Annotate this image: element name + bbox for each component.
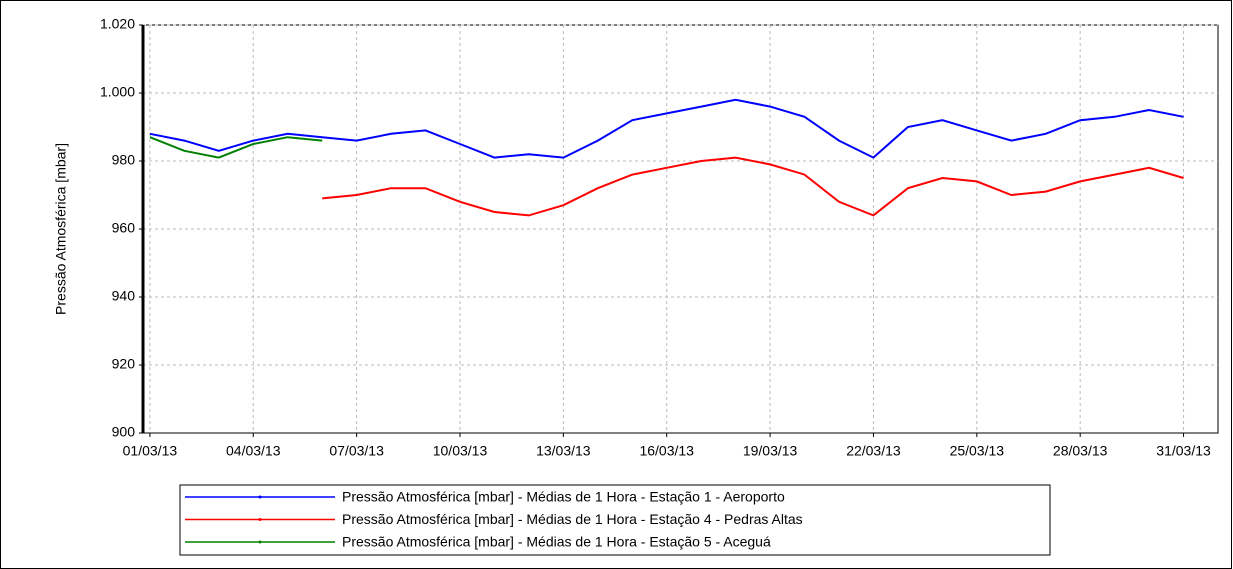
y-tick-label: 940	[112, 288, 136, 304]
x-tick-label: 19/03/13	[743, 443, 798, 459]
y-tick-label: 980	[112, 152, 136, 168]
x-tick-label: 10/03/13	[433, 443, 488, 459]
legend-label: Pressão Atmosférica [mbar] - Médias de 1…	[342, 489, 785, 505]
x-tick-label: 25/03/13	[950, 443, 1005, 459]
legend-marker	[258, 540, 262, 544]
legend-marker	[258, 495, 262, 499]
y-tick-label: 1.020	[100, 16, 135, 32]
y-tick-label: 920	[112, 356, 136, 372]
x-tick-label: 31/03/13	[1156, 443, 1211, 459]
y-tick-label: 900	[112, 424, 136, 440]
x-tick-label: 07/03/13	[329, 443, 384, 459]
x-tick-label: 01/03/13	[123, 443, 178, 459]
y-tick-label: 1.000	[100, 84, 135, 100]
x-tick-label: 28/03/13	[1053, 443, 1108, 459]
legend-label: Pressão Atmosférica [mbar] - Médias de 1…	[342, 511, 803, 527]
x-tick-label: 22/03/13	[846, 443, 901, 459]
series-line	[149, 98, 1184, 159]
x-tick-label: 13/03/13	[536, 443, 591, 459]
series-line	[322, 156, 1184, 217]
x-tick-label: 04/03/13	[226, 443, 281, 459]
series-line	[149, 136, 323, 159]
legend-marker	[258, 518, 262, 521]
y-tick-label: 960	[112, 220, 136, 236]
x-tick-label: 16/03/13	[639, 443, 694, 459]
y-axis-label: Pressão Atmosférica [mbar]	[53, 143, 69, 315]
legend-label: Pressão Atmosférica [mbar] - Médias de 1…	[342, 534, 771, 550]
